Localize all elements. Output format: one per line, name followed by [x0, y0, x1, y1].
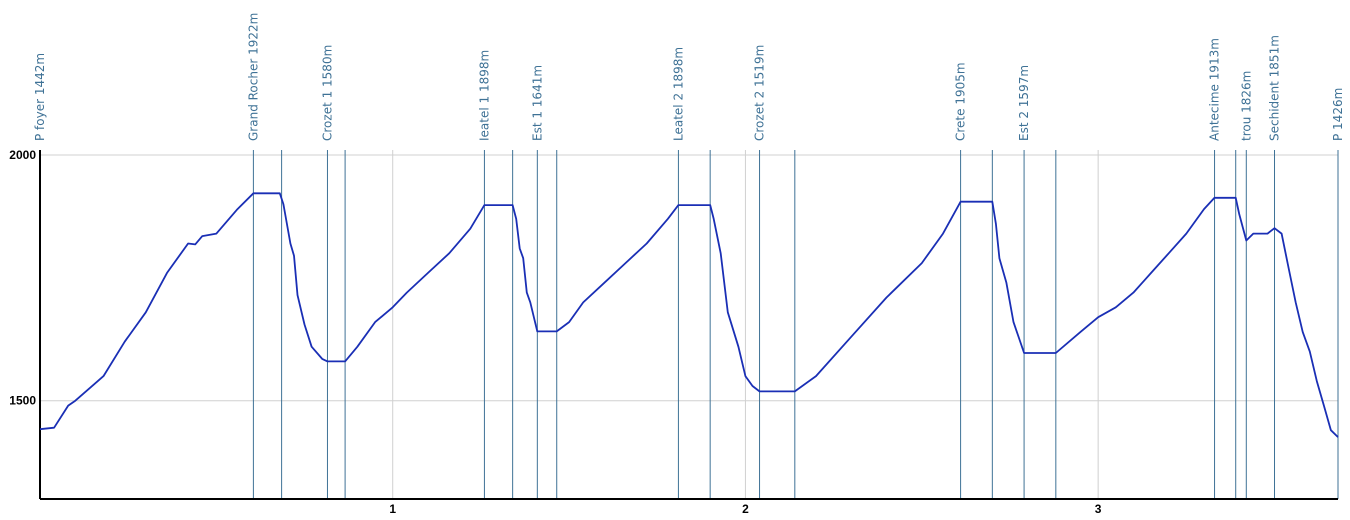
axes: [39, 150, 1338, 500]
grid: [40, 150, 1338, 499]
waypoint-label: Est 1 1641m: [530, 65, 544, 141]
waypoint-label: Crete 1905m: [954, 62, 968, 141]
waypoint-label: Sechident 1851m: [1268, 35, 1282, 141]
x-tick-label: 1: [389, 502, 396, 516]
waypoint-label: P 1426m: [1331, 88, 1345, 141]
x-tick-label: 3: [1095, 502, 1102, 516]
waypoint-label: Est 2 1597m: [1017, 65, 1031, 141]
waypoint-label: Crozet 2 1519m: [753, 45, 767, 141]
waypoint-label: Ieatel 1 1898m: [477, 50, 491, 141]
y-tick-label: 1500: [9, 394, 36, 408]
waypoint-label: P foyer 1442m: [33, 53, 47, 141]
elevation-series-line: [39, 192, 1339, 438]
series-layer: [39, 192, 1339, 438]
waypoint-label: Antecime 1913m: [1208, 38, 1222, 141]
y-tick-label: 2000: [9, 148, 36, 162]
x-tick-label: 2: [742, 502, 749, 516]
waypoint-label: Grand Rocher 1922m: [246, 13, 260, 141]
waypoint-label: trou 1826m: [1239, 71, 1253, 141]
waypoint-label: Crozet 1 1580m: [320, 45, 334, 141]
waypoint-label: Leatel 2 1898m: [671, 47, 685, 141]
labels: 1500 2000 1 2 3 P foyer 1442m Grand Rocher 192…: [9, 13, 1345, 516]
waypoint-markers: [39, 150, 1339, 499]
